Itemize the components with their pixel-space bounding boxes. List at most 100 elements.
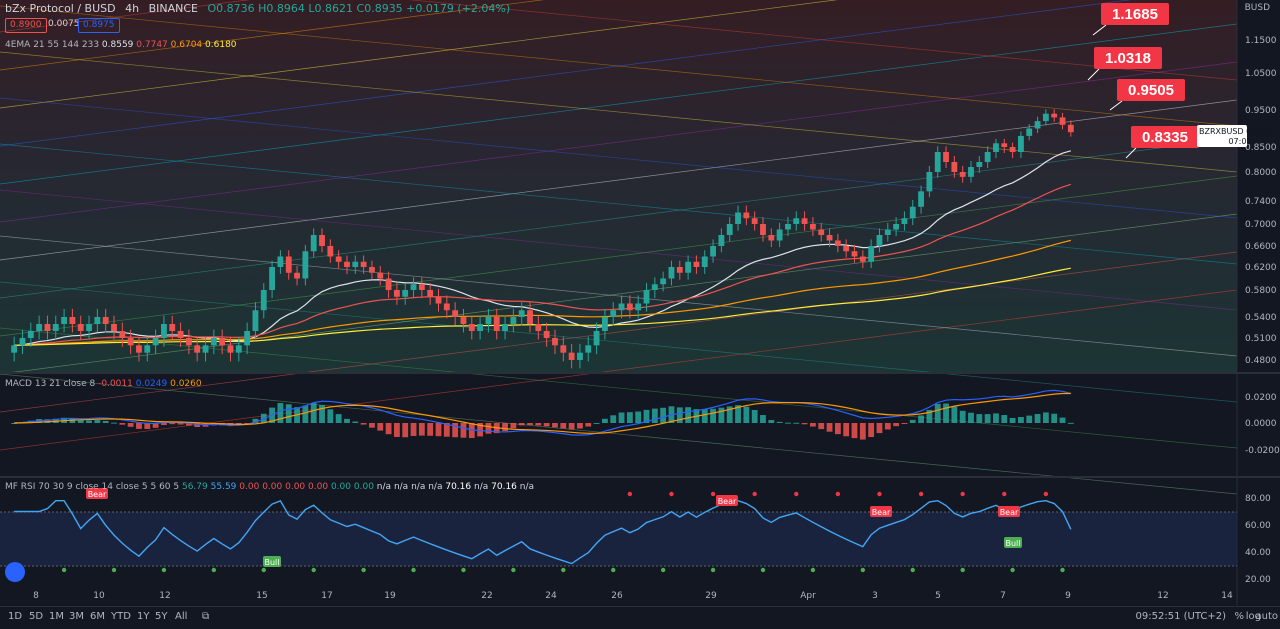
rsi-tick-label: 80.00 — [1245, 494, 1271, 504]
candle-body — [510, 317, 517, 324]
rsi-label: MF RSI 70 30 9 close 14 close 5 5 60 5 — [5, 482, 180, 492]
candle-body — [610, 310, 617, 317]
tf-ytd[interactable]: YTD — [111, 611, 131, 622]
ema21-value: 0.8559 — [101, 40, 134, 50]
macd-hist-bar — [1042, 412, 1049, 423]
macd-legend[interactable]: MACD 13 21 close 8 -0.0011 0.0249 0.0260 — [5, 379, 202, 389]
symbol-title[interactable]: bZx Protocol / BUSD — [5, 2, 116, 15]
tf-1y[interactable]: 1Y — [137, 611, 150, 622]
rsi-value-15: 70.16 — [491, 482, 517, 492]
macd-hist-bar — [959, 410, 966, 423]
ema55-value: 0.7747 — [136, 40, 168, 50]
candle-body — [136, 345, 142, 353]
macd-hist-bar — [676, 407, 683, 423]
auto-toggle[interactable]: auto — [1255, 611, 1278, 622]
rsi-dot — [561, 567, 566, 573]
macd-hist-bar — [918, 415, 924, 423]
interval-label[interactable]: 4h — [125, 2, 140, 15]
macd-hist-bar — [718, 407, 725, 423]
rsi-legend[interactable]: MF RSI 70 30 9 close 14 close 5 5 60 5 5… — [5, 482, 534, 492]
ema-legend[interactable]: 4EMA 21 55 144 233 0.8559 0.7747 0.6704 … — [5, 40, 237, 50]
tf-6m[interactable]: 6M — [90, 611, 105, 622]
candle-body — [269, 267, 276, 290]
macd-hist-bar — [1009, 417, 1016, 423]
channel-line — [0, 97, 1238, 219]
candle-body — [518, 310, 525, 317]
currency-label: BUSD — [1244, 3, 1270, 13]
sell-price-button[interactable]: 0.8900 — [5, 18, 47, 33]
macd-tick-label: 0.0200 — [1245, 393, 1277, 403]
price-tick-label: 0.9500 — [1245, 106, 1277, 116]
macd-hist-bar — [136, 423, 142, 429]
macd-hist-bar — [1051, 413, 1058, 423]
candle-body — [743, 212, 750, 219]
rsi-signal-tag — [998, 506, 1020, 517]
candle-body — [901, 218, 908, 224]
macd-hist-bar — [369, 423, 375, 428]
exchange-label: BINANCE — [148, 2, 198, 15]
candle-body — [751, 218, 758, 224]
rsi-dot — [1060, 567, 1065, 573]
macd-hist-bar — [768, 419, 775, 423]
goto-date-icon[interactable]: ⧉ — [202, 611, 210, 622]
time-tick-label: 5 — [935, 591, 941, 601]
candle-body — [660, 278, 667, 285]
candle-body — [77, 324, 84, 331]
rsi-value-5: 0.00 — [285, 482, 306, 492]
tf-5d[interactable]: 5D — [29, 611, 44, 622]
macd-hist-bar — [735, 405, 741, 423]
rsi-signal-tag — [716, 495, 738, 506]
buy-price-button[interactable]: 0.8975 — [78, 18, 120, 33]
rsi-dot — [810, 567, 816, 573]
rsi-dot — [877, 491, 882, 497]
candle-body — [127, 338, 134, 346]
rsi-dot — [161, 567, 167, 573]
macd-hist-bar — [926, 409, 933, 423]
candle-body — [577, 352, 583, 360]
rsi-value-4: 0.00 — [262, 482, 283, 492]
tradingview-logo-icon[interactable] — [5, 562, 25, 582]
macd-hist-bar — [943, 403, 949, 423]
macd-hist-bar — [868, 423, 875, 438]
candle-body — [169, 324, 176, 331]
macd-hist-bar — [452, 423, 459, 438]
macd-hist-bar — [252, 418, 259, 423]
macd-hist-bar — [360, 423, 367, 425]
tf-3m[interactable]: 3M — [69, 611, 84, 622]
clock: 09:52:51 (UTC+2) — [1135, 611, 1226, 622]
percent-toggle[interactable]: % — [1234, 611, 1244, 622]
log-toggle[interactable]: log — [1245, 611, 1261, 622]
candle-body — [335, 256, 342, 262]
tf-all[interactable]: All — [175, 611, 188, 622]
tf-1m[interactable]: 1M — [49, 611, 64, 622]
candle-body — [643, 290, 650, 304]
rsi-tick-label: 60.00 — [1245, 521, 1271, 531]
macd-hist-bar — [477, 423, 484, 437]
macd-hist-bar — [502, 423, 508, 432]
candle-body — [36, 324, 43, 331]
macd-hist-bar — [593, 422, 600, 424]
callout-box — [1131, 126, 1199, 148]
channel-line — [0, 251, 1238, 413]
macd-hist-bar — [618, 412, 625, 423]
price-tick-label: 0.8000 — [1245, 168, 1277, 178]
rsi-signal-label: Bear — [872, 508, 891, 517]
rsi-dot — [918, 491, 924, 497]
rsi-value-12: n/a — [428, 482, 443, 492]
candle-body — [285, 256, 292, 273]
candle-body — [601, 317, 608, 331]
candle-body — [560, 345, 567, 353]
candle-body — [776, 229, 783, 241]
time-tick-label: 10 — [93, 591, 105, 601]
candle-body — [760, 224, 766, 235]
macd-hist-bar — [527, 423, 533, 426]
macd-hist-bar — [427, 423, 434, 436]
macd-hist-bar — [11, 423, 18, 424]
candle-body — [1034, 121, 1041, 129]
tf-1d[interactable]: 1D — [8, 611, 23, 622]
tf-5y[interactable]: 5Y — [155, 611, 168, 622]
rsi-dot — [960, 491, 965, 497]
candle-body — [94, 317, 101, 324]
candle-body — [668, 267, 675, 279]
